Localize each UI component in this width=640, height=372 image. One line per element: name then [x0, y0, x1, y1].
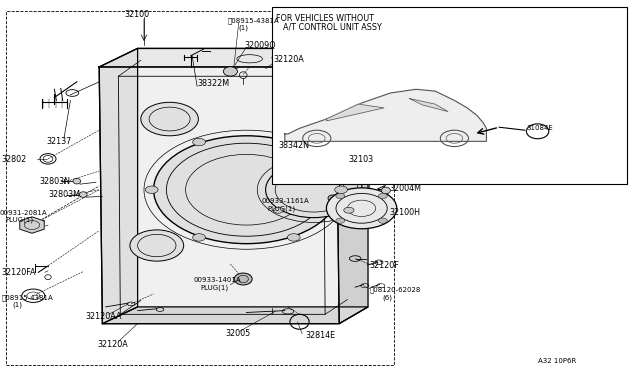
Text: 31084E: 31084E [526, 125, 553, 131]
Ellipse shape [272, 52, 304, 63]
Text: Ⓥ08915-4381A: Ⓥ08915-4381A [227, 17, 279, 24]
Circle shape [378, 193, 387, 199]
Text: 32100: 32100 [125, 10, 150, 19]
Circle shape [154, 136, 339, 244]
Text: 32137: 32137 [47, 137, 72, 146]
Circle shape [378, 218, 387, 223]
Polygon shape [326, 104, 384, 121]
Ellipse shape [381, 187, 390, 194]
Circle shape [266, 162, 362, 218]
Circle shape [326, 188, 397, 229]
Text: 00933-1401A: 00933-1401A [194, 277, 241, 283]
Text: 32803N: 32803N [40, 177, 70, 186]
Polygon shape [102, 307, 368, 324]
Text: 32802: 32802 [1, 155, 26, 164]
Text: 32120A: 32120A [98, 340, 129, 349]
Text: 32005: 32005 [225, 329, 250, 338]
Circle shape [336, 193, 345, 199]
Ellipse shape [328, 195, 338, 202]
Text: (1): (1) [239, 25, 249, 31]
Text: 32120A: 32120A [274, 55, 305, 64]
Circle shape [193, 138, 205, 146]
Circle shape [273, 166, 284, 172]
Circle shape [130, 230, 184, 261]
Ellipse shape [234, 273, 252, 285]
Bar [6, 11, 394, 365]
Circle shape [193, 234, 205, 241]
Text: 32004M: 32004M [389, 185, 421, 193]
Text: 32120AA: 32120AA [85, 312, 122, 321]
Text: 00933-1161A: 00933-1161A [261, 198, 309, 204]
Polygon shape [285, 89, 486, 141]
Text: (6): (6) [383, 295, 393, 301]
Circle shape [344, 207, 354, 213]
Polygon shape [99, 67, 339, 324]
Text: 32103: 32103 [349, 155, 374, 164]
Polygon shape [99, 48, 138, 324]
Text: 32803M: 32803M [48, 190, 80, 199]
Ellipse shape [223, 67, 237, 76]
Text: 32009Q: 32009Q [244, 41, 276, 50]
Text: ⒫08915-4381A: ⒫08915-4381A [2, 294, 54, 301]
Text: (1): (1) [13, 302, 23, 308]
Text: 00931-2081A: 00931-2081A [0, 210, 47, 216]
Polygon shape [20, 217, 44, 233]
Polygon shape [99, 48, 368, 67]
Text: PLUG(1): PLUG(1) [200, 284, 228, 291]
Text: A/T CONTROL UNIT ASSY: A/T CONTROL UNIT ASSY [283, 22, 381, 31]
Circle shape [141, 102, 198, 136]
Text: FOR VEHICLES WITHOUT: FOR VEHICLES WITHOUT [276, 14, 374, 23]
Text: 32100H: 32100H [389, 208, 420, 217]
Ellipse shape [340, 160, 362, 219]
Ellipse shape [73, 179, 81, 184]
Text: 32120FA: 32120FA [2, 268, 36, 277]
Polygon shape [410, 99, 448, 112]
Circle shape [344, 166, 354, 172]
Circle shape [287, 138, 300, 146]
Text: 38342N: 38342N [278, 141, 309, 150]
Text: 32814E: 32814E [306, 331, 336, 340]
Text: 38322M: 38322M [197, 79, 229, 88]
Text: PLUG(1): PLUG(1) [5, 217, 33, 224]
Circle shape [273, 207, 284, 213]
Ellipse shape [79, 192, 87, 197]
Circle shape [335, 186, 348, 193]
Text: ⒲08120-62028: ⒲08120-62028 [370, 287, 421, 294]
Circle shape [287, 234, 300, 241]
Text: A32 10P6R: A32 10P6R [538, 358, 576, 364]
Text: 32120F: 32120F [370, 261, 399, 270]
Bar [272, 7, 627, 184]
Polygon shape [336, 48, 368, 324]
Circle shape [336, 218, 345, 223]
Circle shape [145, 186, 158, 193]
Text: PLUG(1): PLUG(1) [268, 205, 296, 212]
